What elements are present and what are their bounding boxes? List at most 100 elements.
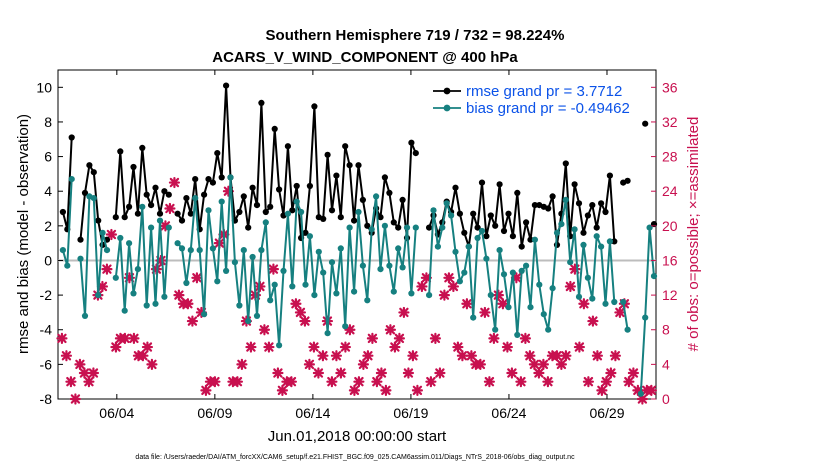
bias-point xyxy=(148,224,155,231)
rmse-point xyxy=(311,103,318,110)
legend-rmse-marker xyxy=(443,87,451,95)
x-tick-label: 06/24 xyxy=(491,405,526,421)
bias-point xyxy=(249,253,256,261)
obs-count-marker xyxy=(591,350,603,362)
rmse-point xyxy=(245,224,252,231)
rmse-point xyxy=(59,208,66,216)
bias-point xyxy=(320,269,327,276)
obs-count-marker xyxy=(348,384,361,396)
obs-count-marker xyxy=(326,376,338,388)
bias-point xyxy=(253,312,261,319)
bias-point xyxy=(448,212,455,219)
y2-tick-label: 8 xyxy=(662,322,670,338)
obs-count-marker xyxy=(393,332,405,344)
bias-point xyxy=(514,331,521,338)
rmse-point xyxy=(324,151,331,158)
obs-count-marker xyxy=(483,376,495,388)
bias-point xyxy=(580,241,587,248)
obs-count-marker xyxy=(105,228,118,241)
obs-count-marker xyxy=(128,332,140,344)
bias-point xyxy=(589,295,596,302)
bias-point xyxy=(64,262,71,269)
obs-count-marker xyxy=(276,384,289,396)
bias-point xyxy=(518,267,525,274)
bias-point xyxy=(174,240,181,247)
rmse-point xyxy=(68,134,75,141)
bias-point xyxy=(452,248,459,255)
bias-point xyxy=(59,247,66,254)
obs-count-marker xyxy=(569,263,581,275)
rmse-point xyxy=(575,200,583,207)
obs-count-marker xyxy=(74,358,86,370)
obs-count-marker xyxy=(258,324,271,336)
rmse-point xyxy=(624,177,631,184)
obs-count-marker xyxy=(65,376,77,388)
bias-point xyxy=(567,259,574,266)
obs-count-marker xyxy=(411,384,423,396)
obs-count-marker xyxy=(222,185,235,197)
rmse-point xyxy=(293,182,300,190)
obs-count-marker xyxy=(303,358,316,370)
rmse-point xyxy=(346,162,353,169)
obs-count-marker xyxy=(425,376,437,388)
obs-count-marker xyxy=(443,272,455,284)
obs-count-marker xyxy=(357,358,370,370)
obs-count-marker xyxy=(299,315,311,327)
rmse-point xyxy=(611,238,618,245)
rmse-point xyxy=(474,224,481,231)
obs-count-marker xyxy=(614,306,626,319)
rmse-point xyxy=(267,203,274,210)
obs-count-marker xyxy=(537,358,549,370)
obs-count-marker xyxy=(272,367,284,379)
bias-point xyxy=(408,290,415,297)
rmse-point xyxy=(249,184,256,191)
rmse-point xyxy=(337,214,344,221)
obs-count-marker xyxy=(434,367,446,379)
y-tick-label: 8 xyxy=(44,114,52,130)
rmse-point xyxy=(240,193,247,200)
bias-point xyxy=(505,304,512,311)
obs-count-marker xyxy=(339,341,352,353)
y-axis-label: rmse and bias (model - observation) xyxy=(15,114,32,354)
bias-point xyxy=(130,290,137,297)
bias-point xyxy=(99,229,106,236)
obs-count-marker xyxy=(384,324,396,336)
rmse-point xyxy=(408,139,415,146)
rmse-point xyxy=(399,196,406,203)
rmse-point xyxy=(364,222,371,229)
rmse-point xyxy=(478,179,486,186)
y-tick-label: -4 xyxy=(40,322,53,338)
bias-point xyxy=(430,207,437,214)
y2-tick-label: 20 xyxy=(662,218,678,234)
bias-point xyxy=(258,247,265,254)
rmse-point xyxy=(545,205,552,212)
obs-count-marker xyxy=(636,393,648,405)
obs-count-marker xyxy=(501,341,513,353)
bias-point xyxy=(187,247,194,254)
rmse-point xyxy=(527,236,534,243)
obs-count-marker xyxy=(398,306,410,319)
bias-point xyxy=(461,269,468,276)
bias-point xyxy=(165,224,172,231)
obs-count-marker xyxy=(56,332,68,344)
bias-point xyxy=(492,326,499,333)
rmse-point xyxy=(209,179,216,186)
rmse-point xyxy=(174,210,181,217)
obs-count-marker xyxy=(96,280,109,293)
bias-point xyxy=(536,281,543,288)
rmse-point xyxy=(81,189,89,196)
bias-point xyxy=(523,262,530,269)
bias-point xyxy=(333,290,340,297)
rmse-point xyxy=(333,172,340,179)
obs-count-marker xyxy=(627,367,639,379)
bias-point xyxy=(509,269,516,276)
bias-point xyxy=(562,196,569,203)
obs-count-marker xyxy=(515,376,527,388)
bias-point xyxy=(192,195,199,202)
bias-point xyxy=(117,234,124,242)
bias-point xyxy=(276,342,283,349)
obs-count-marker xyxy=(461,298,473,310)
rmse-point xyxy=(262,208,269,216)
bias-point xyxy=(373,193,380,200)
